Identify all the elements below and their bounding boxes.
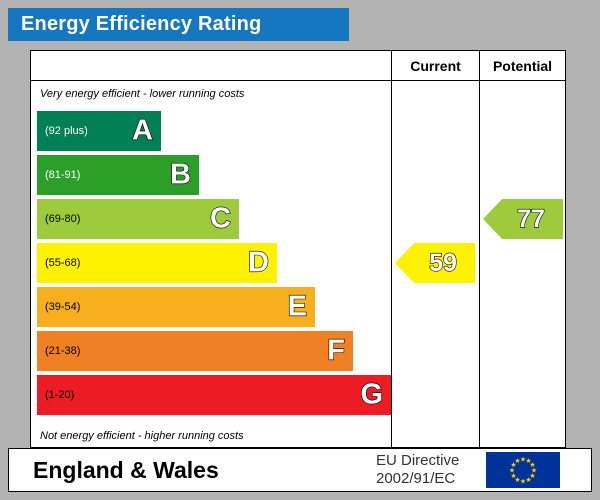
svg-text:★: ★: [531, 467, 537, 475]
column-header-row: [31, 51, 565, 81]
svg-text:★: ★: [529, 472, 535, 480]
band-b-range-label: (81-91): [45, 169, 81, 181]
eu-directive-line2: 2002/91/EC: [376, 470, 456, 487]
svg-text:★: ★: [514, 476, 520, 484]
chart-box: Current Potential Very energy efficient …: [30, 50, 566, 448]
band-g: (1-20) G: [37, 375, 391, 415]
eu-flag-icon: ★ ★ ★ ★ ★ ★ ★ ★ ★ ★ ★ ★: [486, 452, 560, 488]
band-e-range-label: (39-54): [45, 301, 81, 313]
band-e-letter: E: [287, 290, 308, 323]
page-title: Energy Efficiency Rating: [21, 13, 262, 35]
band-c-letter: C: [209, 202, 231, 235]
potential-rating-value: 77: [516, 204, 545, 233]
band-a-range-label: (92 plus): [45, 125, 88, 137]
current-rating-arrow: 59: [395, 243, 475, 283]
column-header-potential: Potential: [492, 58, 553, 74]
band-d-range-label: (55-68): [45, 257, 81, 269]
band-g-letter: G: [360, 378, 384, 411]
band-b-letter: B: [169, 158, 191, 191]
svg-text:★: ★: [509, 467, 515, 475]
svg-text:★: ★: [525, 476, 531, 484]
svg-text:★: ★: [525, 457, 531, 465]
band-e: (39-54) E: [37, 287, 315, 327]
band-c: (69-80) C: [37, 199, 239, 239]
footer: England & Wales EU Directive 2002/91/EC …: [8, 448, 592, 492]
band-a: (92 plus) A: [37, 111, 161, 151]
svg-text:★: ★: [520, 456, 526, 464]
svg-text:★: ★: [520, 478, 526, 486]
band-a-letter: A: [131, 114, 153, 147]
current-rating-value: 59: [428, 248, 457, 277]
potential-rating-arrow: 77: [483, 199, 563, 239]
band-g-range-label: (1-20): [45, 389, 75, 401]
band-f-letter: F: [327, 334, 346, 367]
region-label: England & Wales: [33, 457, 219, 483]
band-c-range-label: (69-80): [45, 213, 81, 225]
bottom-note: Not energy efficient - higher running co…: [40, 430, 244, 442]
eu-directive-text: EU Directive 2002/91/EC: [376, 452, 459, 488]
svg-text:★: ★: [514, 457, 520, 465]
header-bar: Energy Efficiency Rating: [8, 8, 349, 41]
svg-text:★: ★: [510, 461, 516, 469]
top-note: Very energy efficient - lower running co…: [40, 88, 245, 100]
svg-text:★: ★: [529, 461, 535, 469]
band-d: (55-68) D: [37, 243, 277, 283]
band-b: (81-91) B: [37, 155, 199, 195]
eu-directive-line1: EU Directive: [376, 452, 460, 469]
band-d-letter: D: [247, 246, 269, 279]
svg-text:★: ★: [510, 472, 516, 480]
column-divider-potential: [479, 51, 480, 447]
column-header-current: Current: [410, 58, 461, 74]
band-f: (21-38) F: [37, 331, 353, 371]
column-divider-current: [391, 51, 392, 447]
band-f-range-label: (21-38): [45, 345, 81, 357]
